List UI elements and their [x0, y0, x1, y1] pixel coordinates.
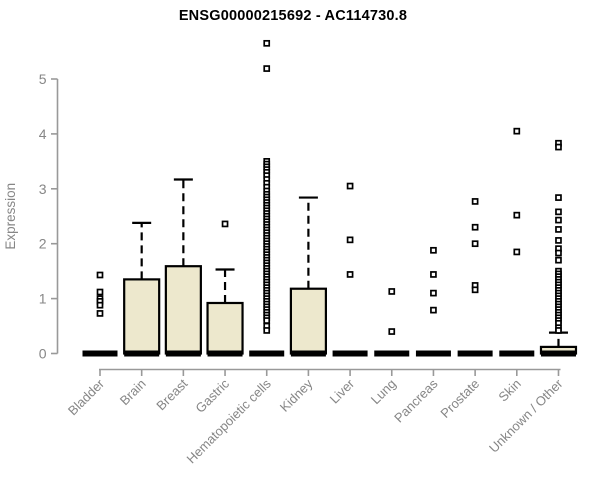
box-rect: [164, 265, 202, 355]
box-group-skin: [499, 127, 535, 357]
y-tick-label: 1: [39, 291, 47, 307]
outlier-point: [96, 271, 104, 279]
box-group-liver: [332, 182, 368, 357]
outlier-point: [555, 226, 562, 233]
x-tick-label: Pancreas: [391, 376, 441, 426]
x-tick-label: Gastric: [192, 376, 232, 416]
outlier-point: [555, 237, 562, 244]
x-tick-label: Skin: [495, 376, 523, 404]
box-group-gastric: [206, 220, 244, 357]
outlier-point: [263, 327, 271, 334]
outlier-point: [430, 246, 437, 254]
outlier-point: [388, 288, 396, 295]
box-group-kidney: [289, 196, 327, 357]
outlier-point: [388, 328, 396, 335]
box-group-lung: [374, 288, 410, 357]
box-group-unknown-other: [539, 139, 578, 357]
outlier-point: [263, 39, 271, 47]
x-tick-label: Prostate: [437, 376, 482, 421]
outlier-point: [555, 216, 562, 224]
chart-title: ENSG00000215692 - AC114730.8: [178, 8, 408, 24]
outlier-point: [471, 198, 479, 205]
outlier-point: [96, 288, 104, 296]
outlier-point: [471, 240, 479, 248]
outlier-point: [471, 223, 479, 231]
outlier-point: [346, 236, 354, 244]
x-tick-label: Breast: [153, 376, 190, 413]
y-tick-label: 0: [39, 346, 47, 362]
outlier-point: [430, 271, 437, 278]
box-group-hematopoietic-cells: [249, 39, 285, 357]
x-tick-label: Brain: [117, 376, 149, 408]
box-group-breast: [164, 178, 202, 357]
box-group-bladder: [82, 271, 118, 357]
outlier-point: [513, 248, 521, 256]
outlier-point: [430, 289, 437, 297]
outlier-point: [555, 194, 562, 201]
x-tick-label: Unknown / Other: [486, 376, 566, 456]
outlier-point: [96, 310, 104, 317]
outlier-point: [346, 182, 354, 190]
y-tick-label: 5: [39, 71, 47, 87]
box-rect: [206, 301, 244, 355]
outlier-point: [346, 271, 354, 278]
x-tick-label: Liver: [327, 376, 358, 407]
outlier-point: [555, 143, 562, 151]
box-rect: [289, 287, 327, 355]
box-group-pancreas: [415, 246, 451, 357]
outlier-point: [513, 211, 521, 219]
y-tick-label: 4: [39, 126, 47, 142]
outlier-point: [471, 286, 479, 294]
outlier-point: [430, 306, 437, 314]
x-tick-label: Kidney: [277, 376, 316, 415]
outlier-point: [96, 301, 104, 309]
outlier-point: [221, 220, 229, 228]
x-tick-label: Lung: [368, 376, 399, 407]
box-rect: [123, 278, 161, 355]
outlier-point: [555, 256, 562, 264]
outlier-point: [555, 249, 562, 257]
y-tick-label: 2: [39, 236, 47, 252]
x-tick-label: Bladder: [65, 376, 108, 419]
outlier-point: [513, 127, 521, 135]
outlier-point: [555, 208, 562, 216]
y-axis-title: Expression: [3, 183, 18, 250]
outlier-point: [555, 327, 562, 334]
box-group-brain: [123, 221, 161, 357]
box-group-prostate: [457, 198, 493, 357]
outlier-point: [263, 317, 271, 324]
outlier-point: [263, 65, 271, 72]
y-tick-label: 3: [39, 181, 47, 197]
